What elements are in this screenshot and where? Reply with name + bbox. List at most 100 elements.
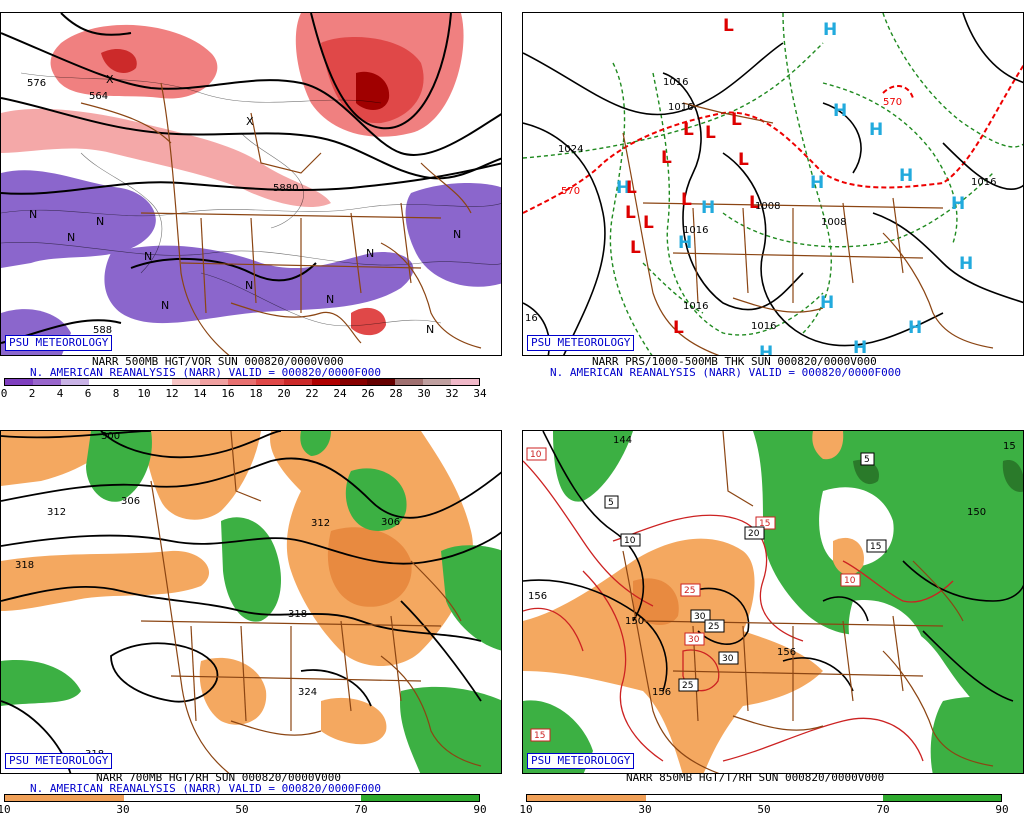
- temperature-label-box: [680, 583, 701, 597]
- height-label: 150: [967, 507, 986, 518]
- colorbar-swatch: [5, 379, 33, 385]
- height-label: 318: [15, 560, 34, 571]
- high-pressure-marker: H: [833, 101, 847, 121]
- colorbar-swatch: [200, 379, 228, 385]
- temperature-label: 25: [708, 622, 719, 632]
- vorticity-contours: [1, 72, 501, 327]
- panel-700mb-humidity: 300 306 312 318 312 318 324 318 306 PSU …: [0, 430, 502, 819]
- dry-area: [523, 538, 823, 773]
- positive-vorticity-area: [356, 71, 390, 110]
- svg-text:N: N: [426, 323, 434, 336]
- high-pressure-marker: H: [823, 20, 837, 40]
- high-pressure-marker: H: [959, 254, 973, 274]
- dry-area: [833, 537, 864, 576]
- low-pressure-marker: L: [625, 203, 636, 223]
- temperature-label-box: [690, 609, 711, 623]
- temperature-labels: 105101520152530253030251051515: [526, 447, 887, 742]
- psu-meteorology-badge: PSU METEOROLOGY: [527, 335, 635, 351]
- isobar-label: 1008: [821, 217, 846, 228]
- colorbar-swatch: [5, 795, 124, 801]
- height-label: 306: [381, 517, 400, 528]
- colorbar-tick-label: 4: [56, 387, 64, 400]
- high-pressure-marker: H: [899, 166, 913, 186]
- vorticity-colorbar: [4, 378, 480, 386]
- low-pressure-marker: L: [738, 150, 749, 170]
- temperature-label-box: [678, 678, 699, 692]
- colorbar-swatch: [88, 379, 117, 385]
- colorbar-swatch: [242, 795, 361, 801]
- colorbar-tick-label: 6: [84, 387, 92, 400]
- map-frame: 144 156 150 156 156 150 15 1051015201525…: [522, 430, 1024, 774]
- temperature-label: 30: [688, 635, 700, 645]
- colorbar-swatch: [423, 379, 451, 385]
- low-pressure-marker: L: [673, 318, 684, 338]
- temperature-label-box: [704, 619, 725, 633]
- humidity-colorbar: [526, 794, 1002, 802]
- low-pressure-marker: L: [705, 123, 716, 143]
- negative-vorticity-area: [405, 183, 501, 287]
- colorbar-swatch: [451, 379, 479, 385]
- political-boundaries: [80, 82, 482, 355]
- low-pressure-marker: L: [661, 148, 672, 168]
- height-label: 324: [298, 687, 317, 698]
- temperature-label-box: [840, 573, 861, 587]
- isobar-label: 16: [525, 313, 538, 324]
- isobar-label: 1024: [558, 144, 583, 155]
- isobar-label: 1016: [683, 301, 708, 312]
- height-contours: [1, 13, 501, 344]
- moist-area: [221, 517, 281, 622]
- colorbar-swatch: [228, 379, 256, 385]
- product-caption: NARR 850MB HGT/T/RH SUN 000820/0000V000: [626, 771, 885, 784]
- positive-vorticity-area: [351, 307, 386, 336]
- colorbar-swatch: [311, 379, 340, 385]
- svg-text:N: N: [453, 228, 461, 241]
- colorbar-swatch: [395, 379, 424, 385]
- colorbar-swatch: [645, 795, 764, 801]
- low-pressure-marker: L: [749, 193, 760, 213]
- moist-area: [853, 459, 879, 485]
- colorbar-tick-label: 90: [473, 803, 487, 816]
- low-pressure-marker: L: [683, 120, 694, 140]
- isobar-label: 1016: [751, 321, 776, 332]
- high-pressure-marker: H: [701, 198, 715, 218]
- temperature-label-box: [718, 651, 739, 665]
- isobar-label: 1016: [663, 77, 688, 88]
- colorbar-swatch: [527, 795, 646, 801]
- colorbar-swatch: [32, 379, 61, 385]
- colorbar-swatch: [172, 379, 201, 385]
- height-label: 576: [27, 78, 46, 89]
- colorbar-tick-label: 0: [0, 387, 8, 400]
- colorbar-tick-label: 70: [876, 803, 890, 816]
- low-pressure-marker: L: [731, 110, 742, 130]
- isobar-label: 1016: [668, 102, 693, 113]
- temperature-label: 5: [608, 498, 614, 508]
- dry-area: [199, 657, 267, 725]
- high-pressure-marker: H: [853, 338, 867, 356]
- high-pressure-marker: H: [908, 318, 922, 338]
- colorbar-swatch: [255, 379, 284, 385]
- low-pressure-marker: L: [723, 16, 734, 36]
- colorbar-tick-label: 24: [333, 387, 347, 400]
- colorbar-tick-label: 16: [221, 387, 235, 400]
- colorbar-swatch: [283, 379, 312, 385]
- height-label: 306: [121, 496, 140, 507]
- temperature-label-box: [744, 526, 765, 540]
- colorbar-tick-label: 8: [112, 387, 120, 400]
- colorbar-tick-label: 22: [305, 387, 319, 400]
- moist-area: [1, 660, 81, 706]
- colorbar-tick-label: 70: [354, 803, 368, 816]
- dry-area: [1, 550, 210, 611]
- colorbar-tick-label: 18: [249, 387, 263, 400]
- moist-area: [930, 696, 1023, 773]
- colorbar-tick-label: 20: [277, 387, 291, 400]
- svg-text:N: N: [29, 208, 37, 221]
- high-pressure-marker: H: [869, 120, 883, 140]
- height-label: 150: [625, 616, 644, 627]
- reanalysis-caption: N. AMERICAN REANALYSIS (NARR) VALID = 00…: [30, 366, 381, 379]
- svg-text:N: N: [245, 279, 253, 292]
- thickness-label: 570: [883, 97, 902, 108]
- moist-area: [300, 431, 331, 456]
